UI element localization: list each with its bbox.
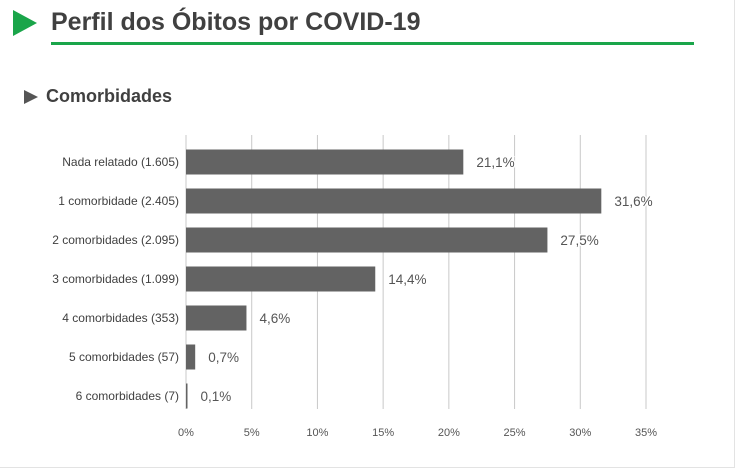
data-label: 4,6% (259, 311, 290, 326)
title-arrow-icon (13, 10, 37, 36)
category-label: 5 comorbidades (57) (69, 350, 179, 364)
category-label: 3 comorbidades (1.099) (52, 272, 179, 286)
x-tick-label: 25% (504, 427, 526, 439)
category-label: 4 comorbidades (353) (62, 311, 179, 325)
section-title: Comorbidades (46, 86, 173, 106)
data-label: 31,6% (614, 194, 652, 209)
x-tick-label: 30% (569, 427, 591, 439)
category-label: Nada relatado (1.605) (62, 155, 179, 169)
category-label: 6 comorbidades (7) (76, 389, 179, 403)
x-tick-label: 15% (372, 427, 394, 439)
section-arrow-icon (24, 90, 38, 104)
title-underline (51, 42, 694, 45)
x-tick-label: 20% (438, 427, 460, 439)
bar (186, 344, 196, 370)
page-title: Perfil dos Óbitos por COVID-19 (51, 8, 421, 36)
bar (186, 149, 464, 175)
category-label: 2 comorbidades (2.095) (52, 233, 179, 247)
x-tick-label: 35% (635, 427, 657, 439)
data-label: 21,1% (476, 155, 514, 170)
x-tick-label: 0% (178, 427, 194, 439)
x-tick-label: 10% (306, 427, 328, 439)
x-tick-label: 5% (244, 427, 260, 439)
bar (186, 383, 188, 409)
bar (186, 188, 602, 214)
category-label: 1 comorbidade (2.405) (58, 194, 179, 208)
data-label: 0,7% (208, 350, 239, 365)
bar (186, 266, 376, 292)
bar (186, 227, 548, 253)
data-label: 0,1% (201, 389, 232, 404)
data-label: 27,5% (560, 233, 598, 248)
data-label: 14,4% (388, 272, 426, 287)
bar (186, 305, 247, 331)
